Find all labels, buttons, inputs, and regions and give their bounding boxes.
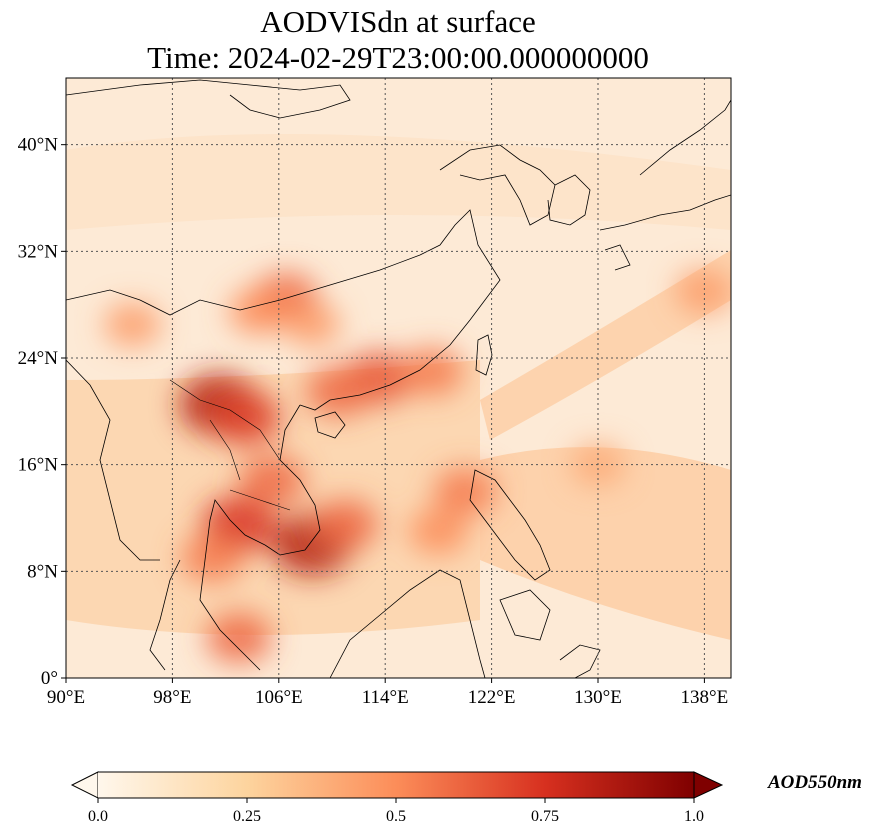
haze-band-west-pacific: [480, 447, 731, 640]
y-axis: 0° 8°N 16°N 24°N 32°N 40°N: [18, 135, 66, 689]
colorbar: 0.0 0.25 0.5 0.75 1.0 AOD550nm: [70, 771, 862, 825]
y-tick-label: 8°N: [27, 561, 58, 582]
colorbar-tick-label: 1.0: [684, 808, 704, 825]
coastline-taiwan: [475, 334, 493, 376]
x-tick-label: 130°E: [574, 687, 622, 708]
aod-hotspot: [209, 390, 282, 446]
colorbar-label: AOD550nm: [767, 772, 862, 793]
colorbar-extend-min: [70, 771, 99, 799]
coastline-korea-bohai: [439, 144, 556, 226]
border-indochina-1: [169, 379, 291, 511]
aod-hotspot: [305, 366, 372, 417]
y-tick-label: 24°N: [18, 348, 59, 369]
y-tick-label: 32°N: [18, 241, 59, 262]
colorbar-ticks: 0.0 0.25 0.5 0.75 1.0: [88, 798, 704, 825]
coastline-philippines: [469, 469, 551, 641]
y-tick-label: 16°N: [18, 455, 59, 476]
aod-hotspot: [283, 302, 341, 347]
x-tick-label: 98°E: [153, 687, 191, 708]
coastline-japan: [599, 99, 731, 271]
aod-hotspot: [239, 455, 305, 506]
coastline-burma: [66, 359, 160, 561]
y-tick-label: 0°: [41, 668, 58, 689]
x-tick-label: 114°E: [362, 687, 409, 708]
aod-hotspot: [104, 302, 161, 347]
coastline-hainan: [314, 411, 346, 439]
coastline-korea: [547, 174, 591, 226]
aod-hotspot: [408, 508, 469, 555]
aod-hotspot: [228, 288, 289, 335]
aod-hotspot: [675, 269, 731, 314]
aod-hotspot: [206, 612, 272, 664]
aod-hotspot: [400, 347, 464, 396]
plot-frame: [65, 77, 732, 679]
aod-hotspot: [433, 467, 497, 516]
colorbar-tick-label: 0.25: [233, 808, 261, 825]
aod-hotspot: [180, 533, 244, 583]
colorbar-gradient: [98, 772, 694, 798]
aod-hotspot: [312, 499, 379, 550]
y-tick-label: 40°N: [18, 135, 59, 156]
colorbar-tick-label: 0.5: [386, 808, 406, 825]
colorbar-tick-label: 0.75: [531, 808, 559, 825]
aod-field: [66, 78, 731, 678]
coastline-sulawesi: [559, 644, 601, 678]
coastline-china: [66, 209, 501, 411]
haze-band-east-china-sea: [480, 250, 731, 440]
title-line-2: Time: 2024-02-29T23:00:00.000000000: [147, 40, 649, 75]
x-tick-label: 138°E: [681, 687, 729, 708]
coastline-thai-gulf: [149, 499, 266, 671]
x-tick-label: 106°E: [255, 687, 303, 708]
coastline-borneo: [329, 569, 486, 678]
colorbar-extend-max: [693, 771, 724, 799]
haze-band-north: [66, 134, 731, 230]
coastline-north-border: [66, 79, 351, 119]
x-axis: 90°E 98°E 106°E 114°E 122°E 130°E 138°E: [47, 678, 728, 708]
colorbar-tick-label: 0.0: [88, 808, 108, 825]
gridlines: [65, 78, 731, 679]
x-tick-label: 122°E: [468, 687, 516, 708]
title-line-1: AODVISdn at surface: [260, 4, 536, 39]
aod-hotspots: [104, 269, 731, 664]
chart-title: AODVISdn at surface Time: 2024-02-29T23:…: [0, 4, 796, 76]
coastline-vietnam: [264, 404, 321, 556]
x-tick-label: 90°E: [47, 687, 85, 708]
coastlines: [66, 79, 731, 678]
